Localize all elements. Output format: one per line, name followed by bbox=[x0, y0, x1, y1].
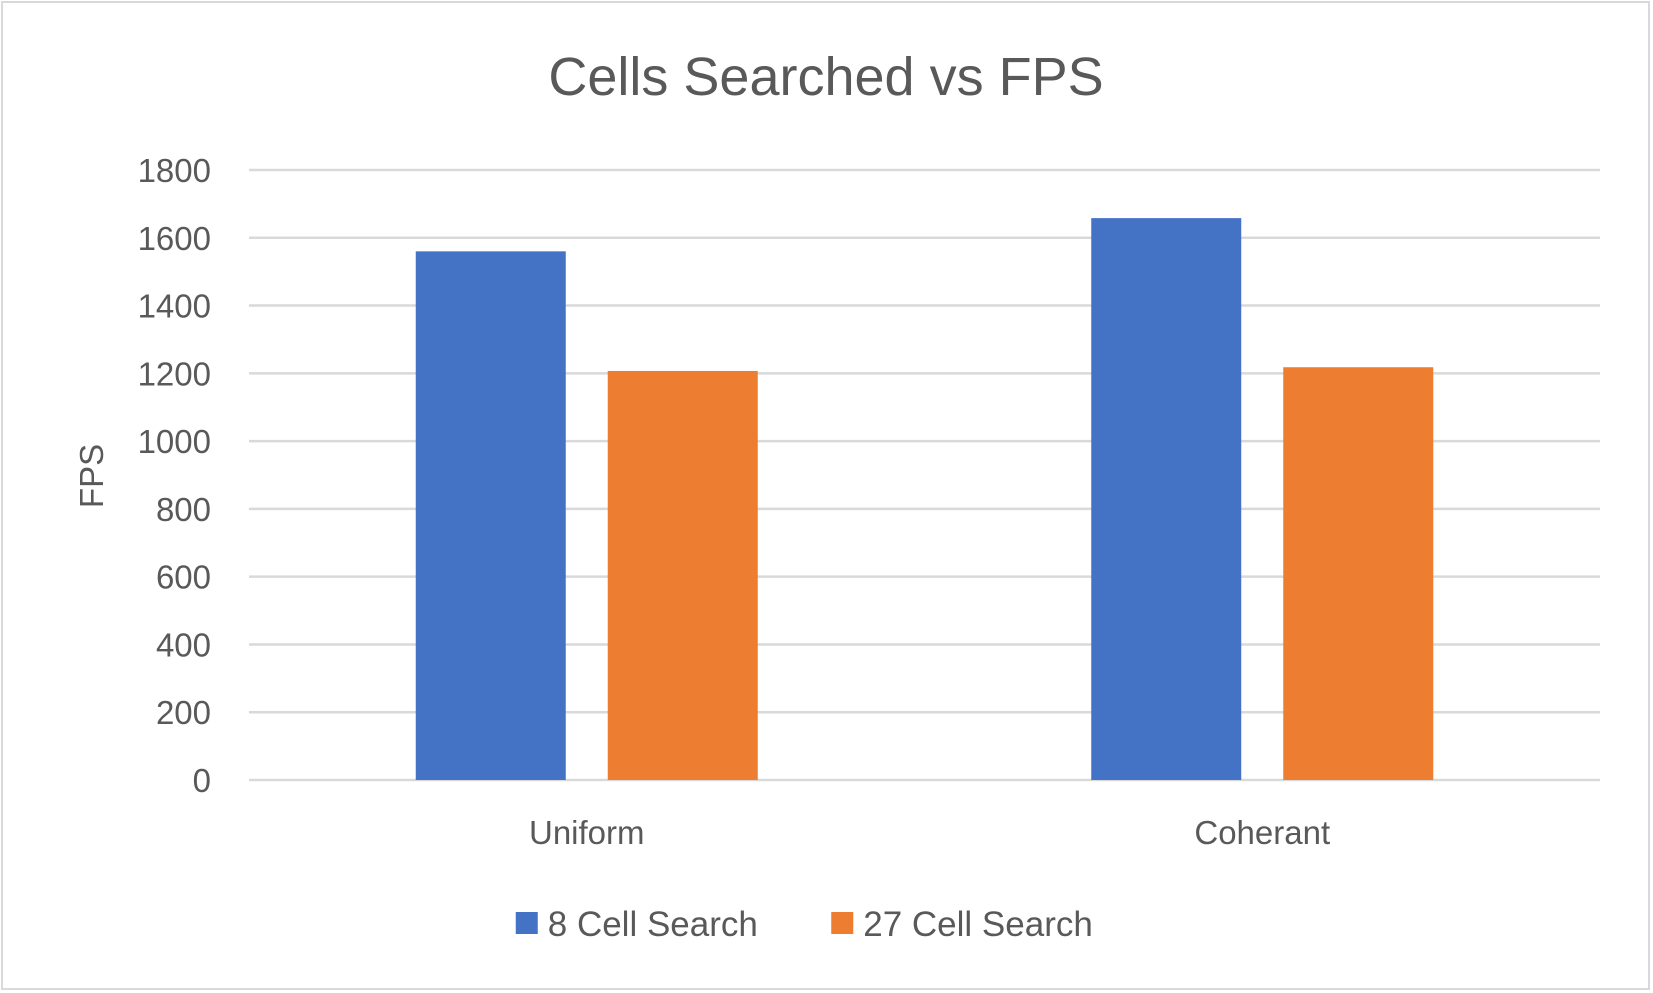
x-category-label: Uniform bbox=[529, 814, 645, 851]
y-tick-label: 1800 bbox=[138, 152, 211, 189]
chart-title: Cells Searched vs FPS bbox=[548, 47, 1103, 107]
bar-8-cell-search-uniform bbox=[415, 251, 566, 781]
y-tick-label: 1600 bbox=[138, 220, 211, 257]
y-tick-label: 400 bbox=[156, 626, 211, 663]
y-tick-label: 200 bbox=[156, 694, 211, 731]
bar-27-cell-search-coherant bbox=[1283, 367, 1434, 780]
bars bbox=[415, 218, 1434, 781]
legend: 8 Cell Search 27 Cell Search bbox=[515, 905, 1093, 944]
bar-27-cell-search-uniform bbox=[607, 370, 758, 780]
y-axis-ticks: 0 200 400 600 800 1000 1200 1400 1600 1800 bbox=[138, 152, 211, 799]
y-tick-label: 1400 bbox=[138, 288, 211, 325]
legend-swatch bbox=[515, 912, 538, 934]
y-tick-label: 1000 bbox=[138, 423, 211, 460]
y-axis-title: FPS bbox=[73, 444, 110, 508]
x-category-label: Coherant bbox=[1194, 814, 1330, 851]
y-tick-label: 800 bbox=[156, 491, 211, 528]
bar-8-cell-search-coherant bbox=[1091, 218, 1242, 781]
legend-label: 27 Cell Search bbox=[863, 905, 1093, 944]
x-axis-categories: Uniform Coherant bbox=[529, 814, 1330, 851]
y-tick-label: 1200 bbox=[138, 355, 211, 392]
y-tick-label: 0 bbox=[193, 762, 211, 799]
y-tick-label: 600 bbox=[156, 559, 211, 596]
legend-label: 8 Cell Search bbox=[548, 905, 758, 944]
legend-swatch bbox=[831, 912, 854, 934]
